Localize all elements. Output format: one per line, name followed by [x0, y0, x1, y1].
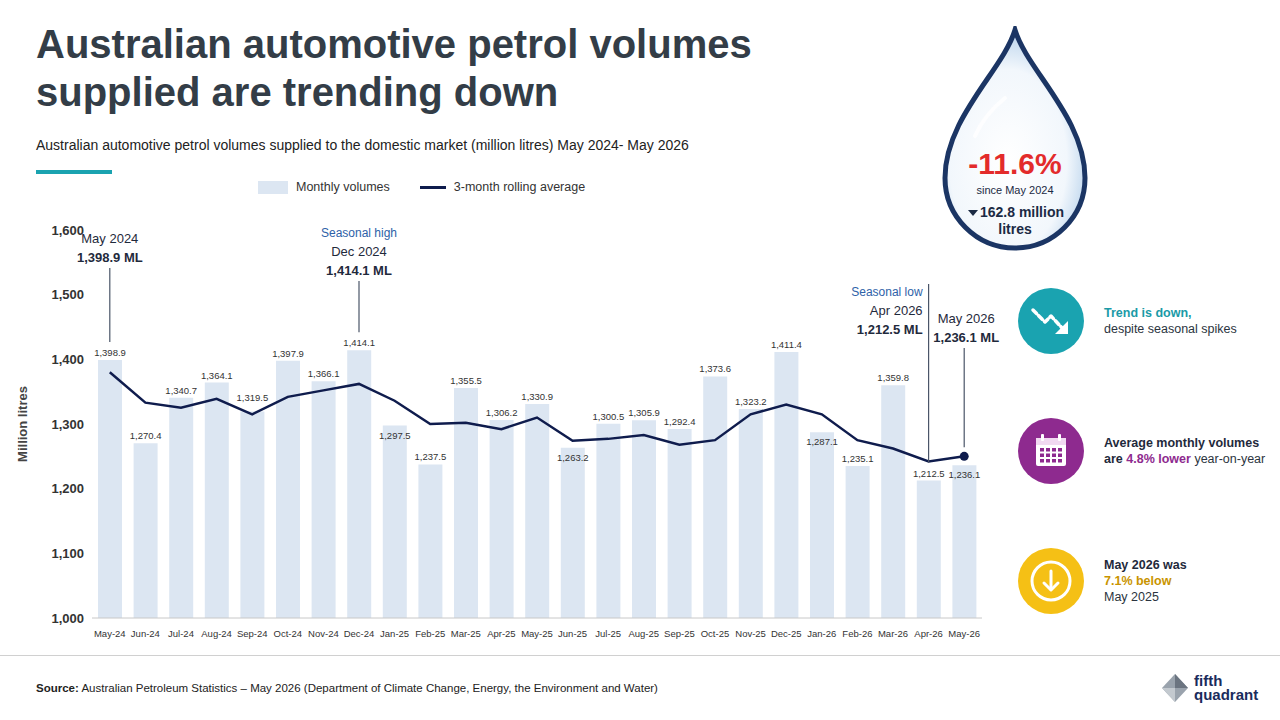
svg-text:Aug-24: Aug-24 — [201, 628, 232, 639]
html-text:Million litres: Million litres — [14, 386, 30, 462]
svg-text:1,323.2: 1,323.2 — [735, 396, 767, 407]
html-text:Source: Australian Petroleum S: Source: Australian Petroleum Statistics … — [36, 682, 658, 694]
svg-text:Dec-25: Dec-25 — [771, 628, 802, 639]
svg-text:Nov-24: Nov-24 — [308, 628, 339, 639]
svg-text:Jan-25: Jan-25 — [380, 628, 409, 639]
svg-text:1,237.5: 1,237.5 — [415, 451, 447, 462]
svg-text:since May 2024: since May 2024 — [976, 184, 1053, 196]
svg-text:1,306.2: 1,306.2 — [486, 407, 518, 418]
html-text:3-month rolling average: 3-month rolling average — [453, 180, 586, 194]
svg-text:1,297.5: 1,297.5 — [379, 430, 411, 441]
svg-text:1,300: 1,300 — [51, 417, 84, 432]
svg-text:litres: litres — [998, 221, 1032, 237]
svg-text:1,414.1 ML: 1,414.1 ML — [326, 263, 392, 278]
html-text:fifth: fifth — [1194, 672, 1223, 689]
svg-text:1,235.1: 1,235.1 — [842, 453, 874, 464]
svg-text:Seasonal high: Seasonal high — [321, 226, 397, 240]
svg-text:Apr-25: Apr-25 — [487, 628, 516, 639]
svg-text:1,270.4: 1,270.4 — [130, 430, 162, 441]
svg-text:1,212.5: 1,212.5 — [913, 468, 945, 479]
svg-text:1,287.1: 1,287.1 — [806, 436, 838, 447]
svg-text:Feb-26: Feb-26 — [842, 628, 872, 639]
svg-text:May-24: May-24 — [94, 628, 126, 639]
svg-text:Jan-26: Jan-26 — [807, 628, 836, 639]
html-text:May 2025: May 2025 — [1104, 590, 1159, 604]
svg-text:1,000: 1,000 — [51, 611, 84, 626]
svg-text:Mar-25: Mar-25 — [451, 628, 481, 639]
svg-text:Dec-24: Dec-24 — [344, 628, 375, 639]
svg-text:Jun-25: Jun-25 — [558, 628, 587, 639]
svg-text:1,364.1: 1,364.1 — [201, 370, 233, 381]
html-text:Monthly volumes: Monthly volumes — [296, 180, 390, 194]
svg-text:1,366.1: 1,366.1 — [308, 368, 340, 379]
html-text:quadrant: quadrant — [1194, 686, 1259, 703]
svg-text:1,600: 1,600 — [51, 223, 84, 238]
svg-text:May 2024: May 2024 — [81, 231, 138, 246]
svg-text:-11.6%: -11.6% — [968, 147, 1061, 180]
svg-text:Aug-25: Aug-25 — [628, 628, 659, 639]
svg-text:1,292.4: 1,292.4 — [664, 416, 696, 427]
svg-text:1,398.9: 1,398.9 — [94, 347, 126, 358]
html-text:despite seasonal spikes: despite seasonal spikes — [1104, 322, 1237, 336]
svg-text:Dec 2024: Dec 2024 — [331, 244, 387, 259]
html-text:7.1% below: 7.1% below — [1104, 574, 1172, 588]
svg-text:1,359.8: 1,359.8 — [877, 372, 909, 383]
svg-text:Jun-24: Jun-24 — [131, 628, 160, 639]
svg-text:May-25: May-25 — [521, 628, 553, 639]
svg-text:1,400: 1,400 — [51, 352, 84, 367]
html-text:Australian automotive petrol v: Australian automotive petrol volumes sup… — [36, 22, 752, 114]
svg-text:May-26: May-26 — [948, 628, 980, 639]
svg-text:Jul-24: Jul-24 — [168, 628, 194, 639]
svg-text:Jul-25: Jul-25 — [595, 628, 621, 639]
svg-text:Oct-25: Oct-25 — [701, 628, 730, 639]
html-text:May 2026 was: May 2026 was — [1104, 558, 1187, 572]
svg-text:1,305.9: 1,305.9 — [628, 407, 660, 418]
svg-text:Seasonal low: Seasonal low — [851, 285, 923, 299]
svg-text:Apr-26: Apr-26 — [914, 628, 943, 639]
svg-text:Sep-24: Sep-24 — [237, 628, 268, 639]
svg-text:1,263.2: 1,263.2 — [557, 452, 589, 463]
svg-text:1,100: 1,100 — [51, 546, 84, 561]
svg-text:1,397.9: 1,397.9 — [272, 348, 304, 359]
svg-text:1,355.5: 1,355.5 — [450, 375, 482, 386]
svg-text:Sep-25: Sep-25 — [664, 628, 695, 639]
svg-text:1,236.1: 1,236.1 — [949, 469, 981, 480]
svg-text:1,300.5: 1,300.5 — [593, 411, 625, 422]
svg-text:1,236.1 ML: 1,236.1 ML — [933, 330, 999, 345]
svg-text:1,330.9: 1,330.9 — [521, 391, 553, 402]
svg-text:Oct-24: Oct-24 — [274, 628, 303, 639]
svg-text:1,319.5: 1,319.5 — [237, 392, 269, 403]
svg-text:Feb-25: Feb-25 — [415, 628, 445, 639]
svg-text:1,212.5 ML: 1,212.5 ML — [857, 322, 923, 337]
svg-text:1,200: 1,200 — [51, 481, 84, 496]
html-text:Average monthly volumes are 4.: Average monthly volumes are 4.8% lower y… — [1104, 436, 1266, 466]
svg-text:1,500: 1,500 — [51, 287, 84, 302]
svg-text:1,373.6: 1,373.6 — [699, 363, 731, 374]
svg-text:Nov-25: Nov-25 — [735, 628, 766, 639]
svg-text:1,398.9 ML: 1,398.9 ML — [77, 250, 143, 265]
svg-text:162.8 million: 162.8 million — [980, 204, 1064, 220]
html-text:Trend is down,: Trend is down, — [1104, 306, 1192, 320]
html-text:Australian automotive petrol v: Australian automotive petrol volumes sup… — [36, 137, 689, 153]
svg-text:Mar-26: Mar-26 — [878, 628, 908, 639]
svg-text:May 2026: May 2026 — [938, 311, 995, 326]
svg-text:1,411.4: 1,411.4 — [771, 339, 802, 350]
svg-text:1,414.1: 1,414.1 — [343, 337, 375, 348]
svg-text:1,340.7: 1,340.7 — [165, 385, 197, 396]
svg-text:Apr 2026: Apr 2026 — [870, 303, 923, 318]
